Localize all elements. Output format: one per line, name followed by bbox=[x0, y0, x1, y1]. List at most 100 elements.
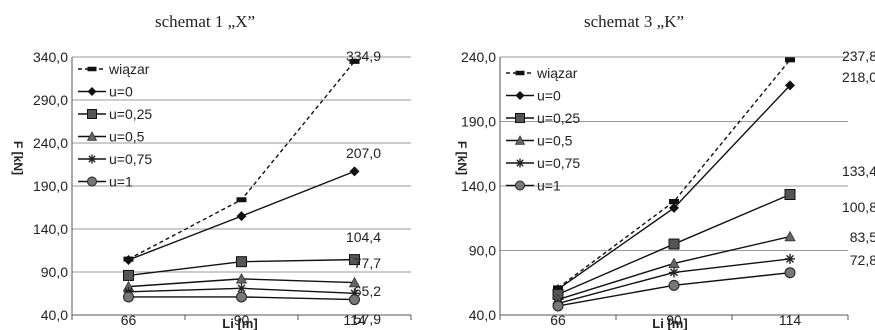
legend-marker bbox=[515, 158, 525, 168]
legend-item: u=1 bbox=[78, 174, 133, 190]
data-point bbox=[785, 57, 795, 63]
y-tick-label: 290,0 bbox=[33, 92, 68, 108]
data-label: 218,0 bbox=[842, 69, 875, 85]
legend-item: u=0 bbox=[506, 88, 561, 104]
chart-title: schemat 1 „X” bbox=[155, 12, 255, 31]
x-tick-label: 114 bbox=[343, 312, 366, 328]
data-point bbox=[784, 267, 796, 279]
data-point bbox=[784, 230, 796, 242]
data-point bbox=[349, 166, 360, 177]
legend: wiązar u=0 u=0,25 u=0,5 u=0,75 u=1 bbox=[78, 61, 152, 190]
data-label: 65,2 bbox=[354, 283, 381, 299]
legend-marker bbox=[514, 135, 526, 145]
y-axis-label: F [kN] bbox=[11, 141, 25, 175]
legend-item: u=0,75 bbox=[78, 151, 152, 167]
y-tick-label: 140,0 bbox=[33, 221, 68, 237]
data-point bbox=[123, 291, 134, 303]
x-tick-label: 90 bbox=[234, 312, 250, 328]
data-label: 334,9 bbox=[346, 48, 381, 64]
data-point bbox=[669, 267, 679, 278]
y-tick-label: 40,0 bbox=[41, 307, 68, 323]
series-6 bbox=[123, 291, 360, 306]
legend-label: u=0,5 bbox=[537, 133, 573, 149]
series-1 bbox=[123, 58, 360, 262]
x-tick-label: 114 bbox=[779, 312, 802, 328]
data-point bbox=[668, 279, 680, 291]
legend-marker bbox=[86, 131, 98, 141]
chart-2: schemat 3 „K” 40,0 90,0 140,0 190,0 240,0 66 90… bbox=[455, 12, 875, 330]
data-label: 237,8 bbox=[842, 48, 875, 64]
legend-item: u=0,5 bbox=[506, 133, 573, 149]
legend-item: u=0 bbox=[78, 84, 133, 100]
legend-label: u=0 bbox=[537, 88, 561, 104]
legend-item: wiązar bbox=[506, 65, 578, 81]
legend-label: u=0,25 bbox=[109, 106, 152, 122]
data-point bbox=[668, 238, 680, 250]
legend-label: u=0,25 bbox=[537, 110, 580, 126]
legend-label: wiązar bbox=[536, 65, 578, 81]
chart-1: schemat 1 „X” 40,0 90,0 140,0 190,0 240,0 290,… bbox=[11, 12, 412, 330]
legend-marker bbox=[87, 176, 97, 187]
data-point bbox=[123, 269, 134, 281]
y-tick-label: 90,0 bbox=[469, 243, 496, 259]
legend: wiązar u=0 u=0,25 u=0,5 u=0,75 u=1 bbox=[506, 65, 580, 194]
data-label: 83,5 bbox=[850, 229, 875, 245]
data-point bbox=[785, 80, 795, 91]
legend-marker bbox=[87, 109, 97, 119]
legend-label: u=0,75 bbox=[109, 151, 152, 167]
y-tick-label: 90,0 bbox=[41, 264, 68, 280]
legend-item: u=0,25 bbox=[506, 110, 580, 126]
data-point bbox=[349, 294, 360, 306]
legend-label: wiązar bbox=[108, 61, 150, 77]
legend-marker bbox=[515, 180, 525, 191]
y-tick-label: 140,0 bbox=[461, 178, 496, 194]
data-point bbox=[784, 189, 796, 201]
data-label: 72,8 bbox=[850, 252, 875, 268]
y-tick-label: 190,0 bbox=[33, 178, 68, 194]
data-label: 57,9 bbox=[354, 311, 381, 327]
x-tick-label: 66 bbox=[550, 312, 566, 328]
legend-marker bbox=[87, 154, 97, 164]
data-point bbox=[123, 254, 134, 265]
legend-label: u=1 bbox=[109, 174, 133, 190]
x-tick-label: 66 bbox=[121, 312, 137, 328]
data-point bbox=[552, 300, 564, 312]
series-line bbox=[557, 59, 791, 289]
series-2 bbox=[553, 80, 795, 295]
data-point bbox=[669, 202, 679, 213]
chart-title: schemat 3 „K” bbox=[584, 12, 684, 31]
data-label: 77,7 bbox=[354, 255, 381, 271]
data-label: 133,4 bbox=[842, 163, 875, 179]
data-point bbox=[349, 58, 360, 64]
series-3 bbox=[123, 254, 360, 281]
legend-marker bbox=[87, 87, 97, 96]
data-label: 207,0 bbox=[346, 145, 381, 161]
data-point bbox=[236, 291, 247, 303]
data-point bbox=[348, 276, 361, 288]
data-point bbox=[236, 256, 247, 268]
legend-marker bbox=[87, 66, 97, 72]
legend-label: u=0,5 bbox=[109, 129, 145, 145]
series-6 bbox=[552, 267, 796, 312]
y-tick-label: 240,0 bbox=[461, 49, 496, 65]
legend-item: u=0,25 bbox=[78, 106, 152, 122]
y-tick-label: 340,0 bbox=[33, 49, 68, 65]
data-label: 100,8 bbox=[842, 199, 875, 215]
legend-marker bbox=[515, 91, 525, 100]
y-tick-label: 40,0 bbox=[469, 307, 496, 323]
y-tick-label: 190,0 bbox=[461, 114, 496, 130]
legend-marker bbox=[515, 70, 525, 76]
series-1 bbox=[553, 57, 795, 291]
x-tick-label: 90 bbox=[666, 312, 682, 328]
x-axis-label: Li [m] bbox=[222, 316, 257, 330]
data-label: 104,4 bbox=[346, 229, 381, 245]
legend-label: u=0,75 bbox=[537, 155, 580, 171]
legend-item: wiązar bbox=[78, 61, 150, 77]
legend-marker bbox=[515, 113, 525, 123]
legend-label: u=1 bbox=[537, 178, 561, 194]
data-point bbox=[669, 198, 679, 204]
y-axis-label: F [kN] bbox=[455, 141, 469, 175]
series-2 bbox=[123, 166, 360, 265]
legend-label: u=0 bbox=[109, 84, 133, 100]
